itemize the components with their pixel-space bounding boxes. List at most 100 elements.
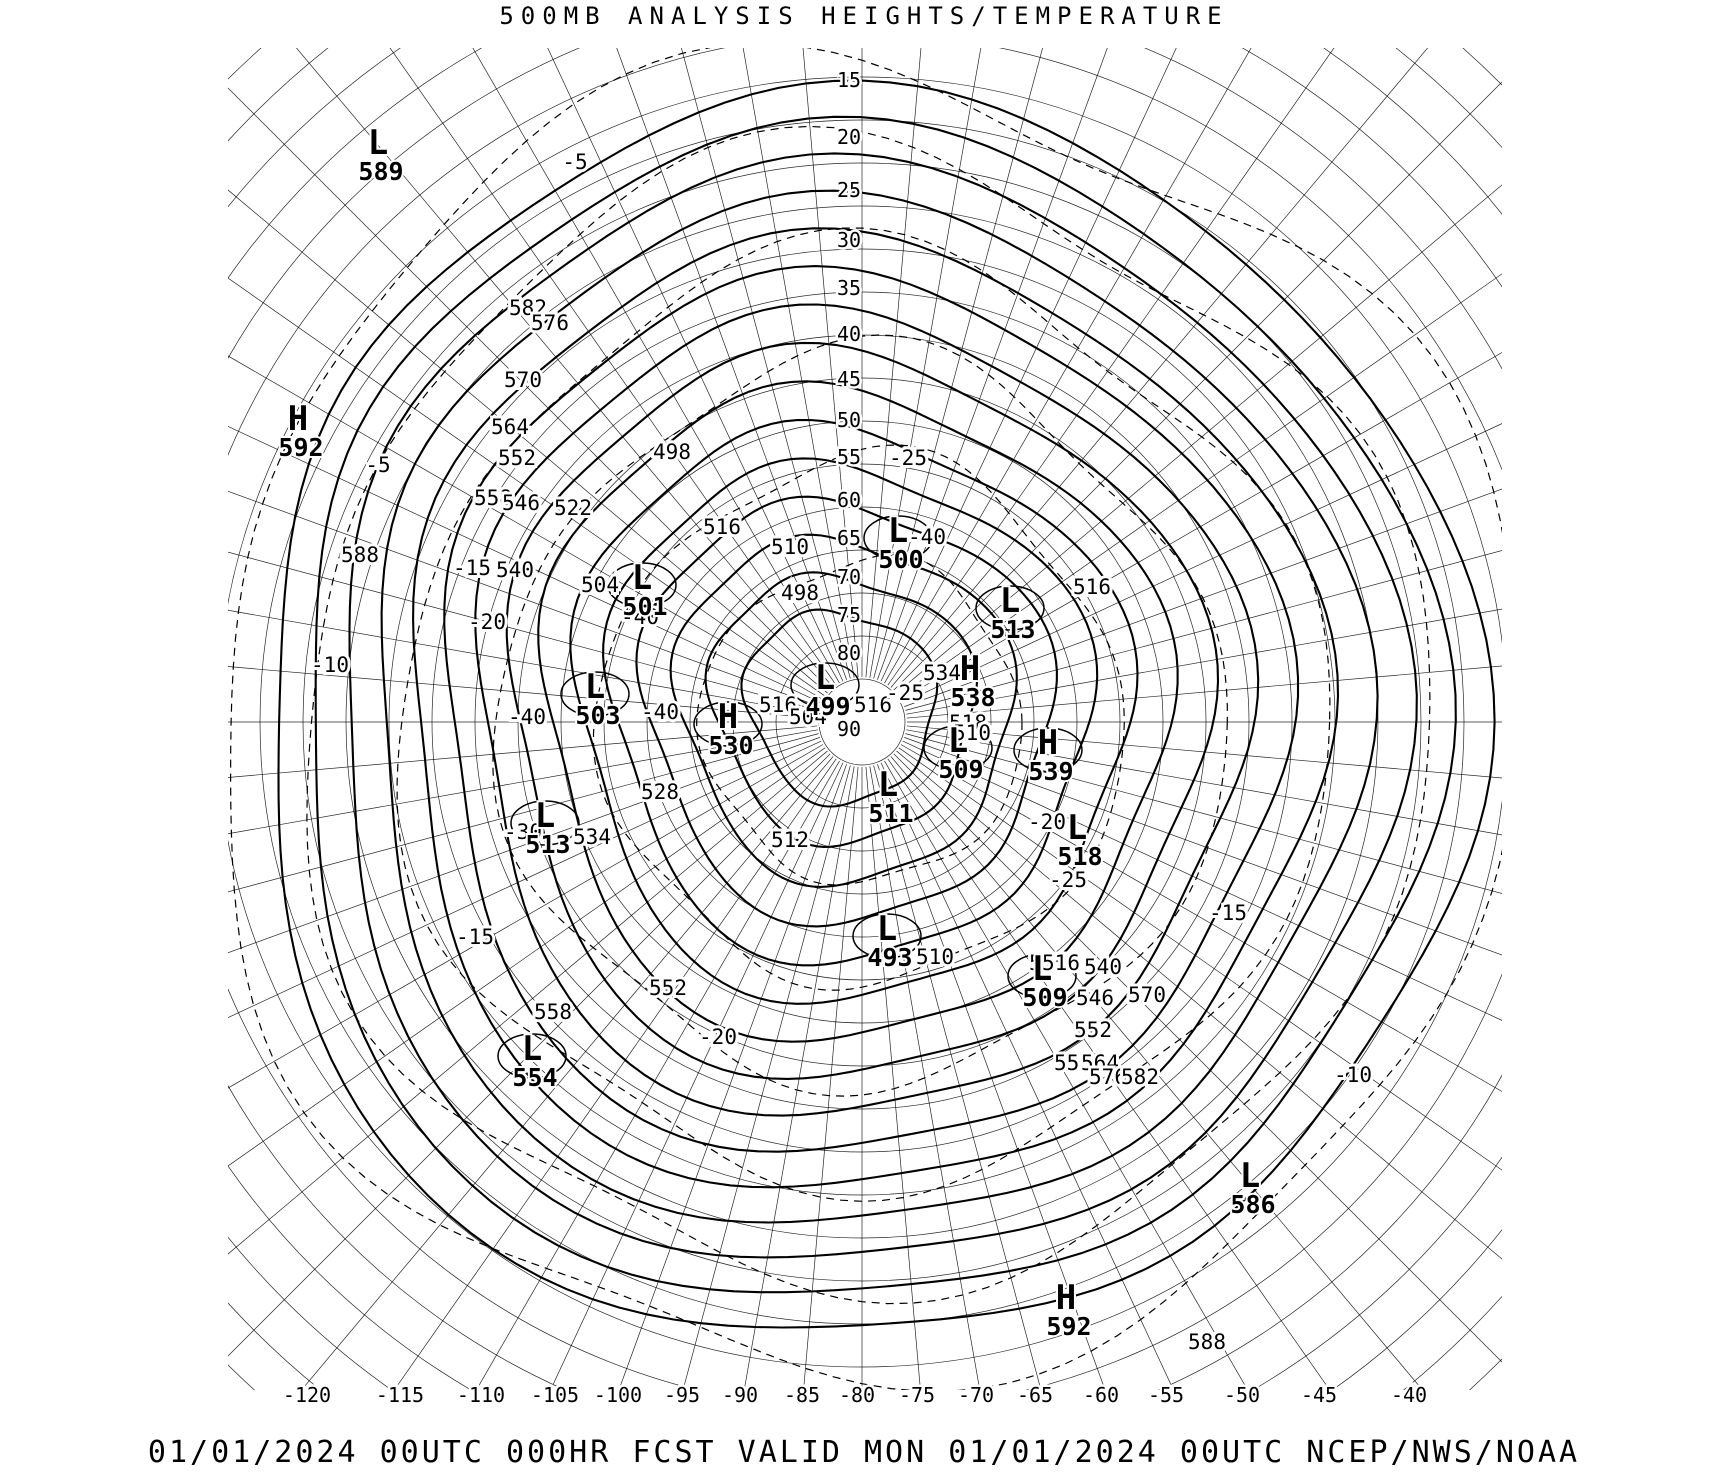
longitude-label: -70 — [958, 1383, 994, 1407]
longitude-label: -115 — [376, 1383, 424, 1407]
temp-contour-label: -25 — [889, 446, 927, 470]
footer-caption: 01/01/2024 00UTC 000HR FCST VALID MON 01… — [148, 1435, 1580, 1470]
temp-contour-label: -40 — [508, 705, 546, 729]
center-ring — [1013, 727, 1083, 773]
meridian-line — [906, 725, 1502, 779]
meridian-line — [228, 737, 820, 954]
meridian-line — [873, 48, 1043, 679]
center-value-label: 499 — [805, 692, 850, 721]
center-ring — [560, 671, 630, 717]
height-contour — [314, 115, 1457, 1294]
longitude-label: -45 — [1301, 1383, 1337, 1407]
low-center-letter: L — [815, 658, 835, 698]
longitude-label: -105 — [531, 1383, 579, 1407]
meridian-line — [393, 758, 837, 1390]
center-value-label: 509 — [938, 755, 983, 784]
meridian-line — [547, 48, 844, 682]
temp-contour-label: -25 — [1049, 868, 1087, 892]
meridian-line — [880, 48, 1177, 682]
temp-contour-label: -20 — [1028, 810, 1066, 834]
meridian-line — [228, 355, 824, 700]
meridian-line — [228, 551, 819, 711]
temp-contour-label: -20 — [699, 1025, 737, 1049]
meridian-line — [902, 740, 1502, 1021]
height-contour-label: 552 — [1074, 1018, 1112, 1042]
height-contour — [277, 79, 1496, 1329]
center-value-label: 503 — [575, 701, 620, 730]
height-contour — [635, 495, 1058, 928]
height-contour-label: 504 — [581, 573, 619, 597]
height-contour — [569, 418, 1139, 1005]
meridian-line — [887, 758, 1331, 1390]
center-ring — [923, 725, 993, 771]
height-contour-label: 516 — [854, 693, 892, 717]
latitude-label: 65 — [837, 526, 861, 550]
low-center-letter: L — [888, 511, 908, 551]
center-value-label: 513 — [990, 615, 1035, 644]
longitude-label: -60 — [1083, 1383, 1119, 1407]
center-ring — [975, 585, 1045, 631]
center-value-label: 509 — [1022, 983, 1067, 1012]
height-contours — [277, 79, 1496, 1329]
latitude-label: 80 — [837, 641, 861, 665]
height-contour-label: 564 — [491, 415, 529, 439]
temp-contour-label: -10 — [1334, 1063, 1372, 1087]
longitude-label: -65 — [1017, 1383, 1053, 1407]
low-center-letter: L — [535, 796, 555, 836]
height-contour-label: 540 — [496, 558, 534, 582]
temperature-contour — [592, 444, 1125, 991]
low-center-letter: L — [1240, 1156, 1260, 1196]
height-contour-label: 515 — [1029, 951, 1067, 975]
temp-contour-label: -10 — [311, 653, 349, 677]
meridian-line — [228, 747, 826, 1167]
meridian-line — [475, 760, 840, 1390]
longitude-label: -40 — [1391, 1383, 1427, 1407]
center-value-label: 539 — [1028, 757, 1073, 786]
meridian-line — [905, 733, 1502, 894]
temp-contour-label: -5 — [562, 150, 587, 174]
height-contour-label: 576 — [1089, 1065, 1127, 1089]
height-contour — [602, 457, 1099, 967]
map-title: 500MB ANALYSIS HEIGHTS/TEMPERATURE — [499, 2, 1228, 30]
latitude-label: 50 — [837, 408, 861, 432]
meridian-line — [873, 765, 1042, 1390]
meridian-line — [865, 766, 921, 1390]
meridian-line — [682, 765, 851, 1390]
height-contour-label: 504 — [789, 705, 827, 729]
meridian-line — [228, 729, 818, 835]
longitude-label: -90 — [722, 1383, 758, 1407]
height-contour-label: 552 — [498, 446, 536, 470]
meridian-line — [869, 766, 981, 1390]
latitude-label: 40 — [837, 322, 861, 346]
center-value-label: 493 — [867, 943, 912, 972]
height-contour — [669, 533, 1018, 888]
height-contour-label: 540 — [1084, 955, 1122, 979]
meridian-line — [905, 550, 1502, 711]
center-value-label: 530 — [708, 731, 753, 760]
height-contour-label: 510 — [771, 535, 809, 559]
height-contour-label: 516 — [1042, 951, 1080, 975]
meridian-line — [228, 750, 828, 1255]
meridian-line — [865, 48, 922, 678]
height-contour-label: 534 — [923, 661, 961, 685]
meridian-line — [890, 756, 1423, 1390]
meridian-line — [681, 48, 851, 679]
latitude-label: 45 — [837, 367, 861, 391]
meridian-line — [900, 352, 1502, 700]
height-contour-label: 570 — [504, 368, 542, 392]
meridian-line — [301, 756, 834, 1390]
latitude-label: 35 — [837, 276, 861, 300]
meridian-line — [228, 666, 818, 719]
temp-contour-label: -15 — [456, 925, 494, 949]
height-contour-label: 510 — [916, 945, 954, 969]
meridian-line — [877, 764, 1106, 1390]
low-center-letter: L — [877, 909, 897, 949]
low-center-letter: L — [1000, 581, 1020, 621]
latitude-label: 25 — [837, 178, 861, 202]
meridian-line — [472, 48, 840, 684]
height-contour — [348, 152, 1418, 1259]
meridian-line — [742, 48, 855, 678]
